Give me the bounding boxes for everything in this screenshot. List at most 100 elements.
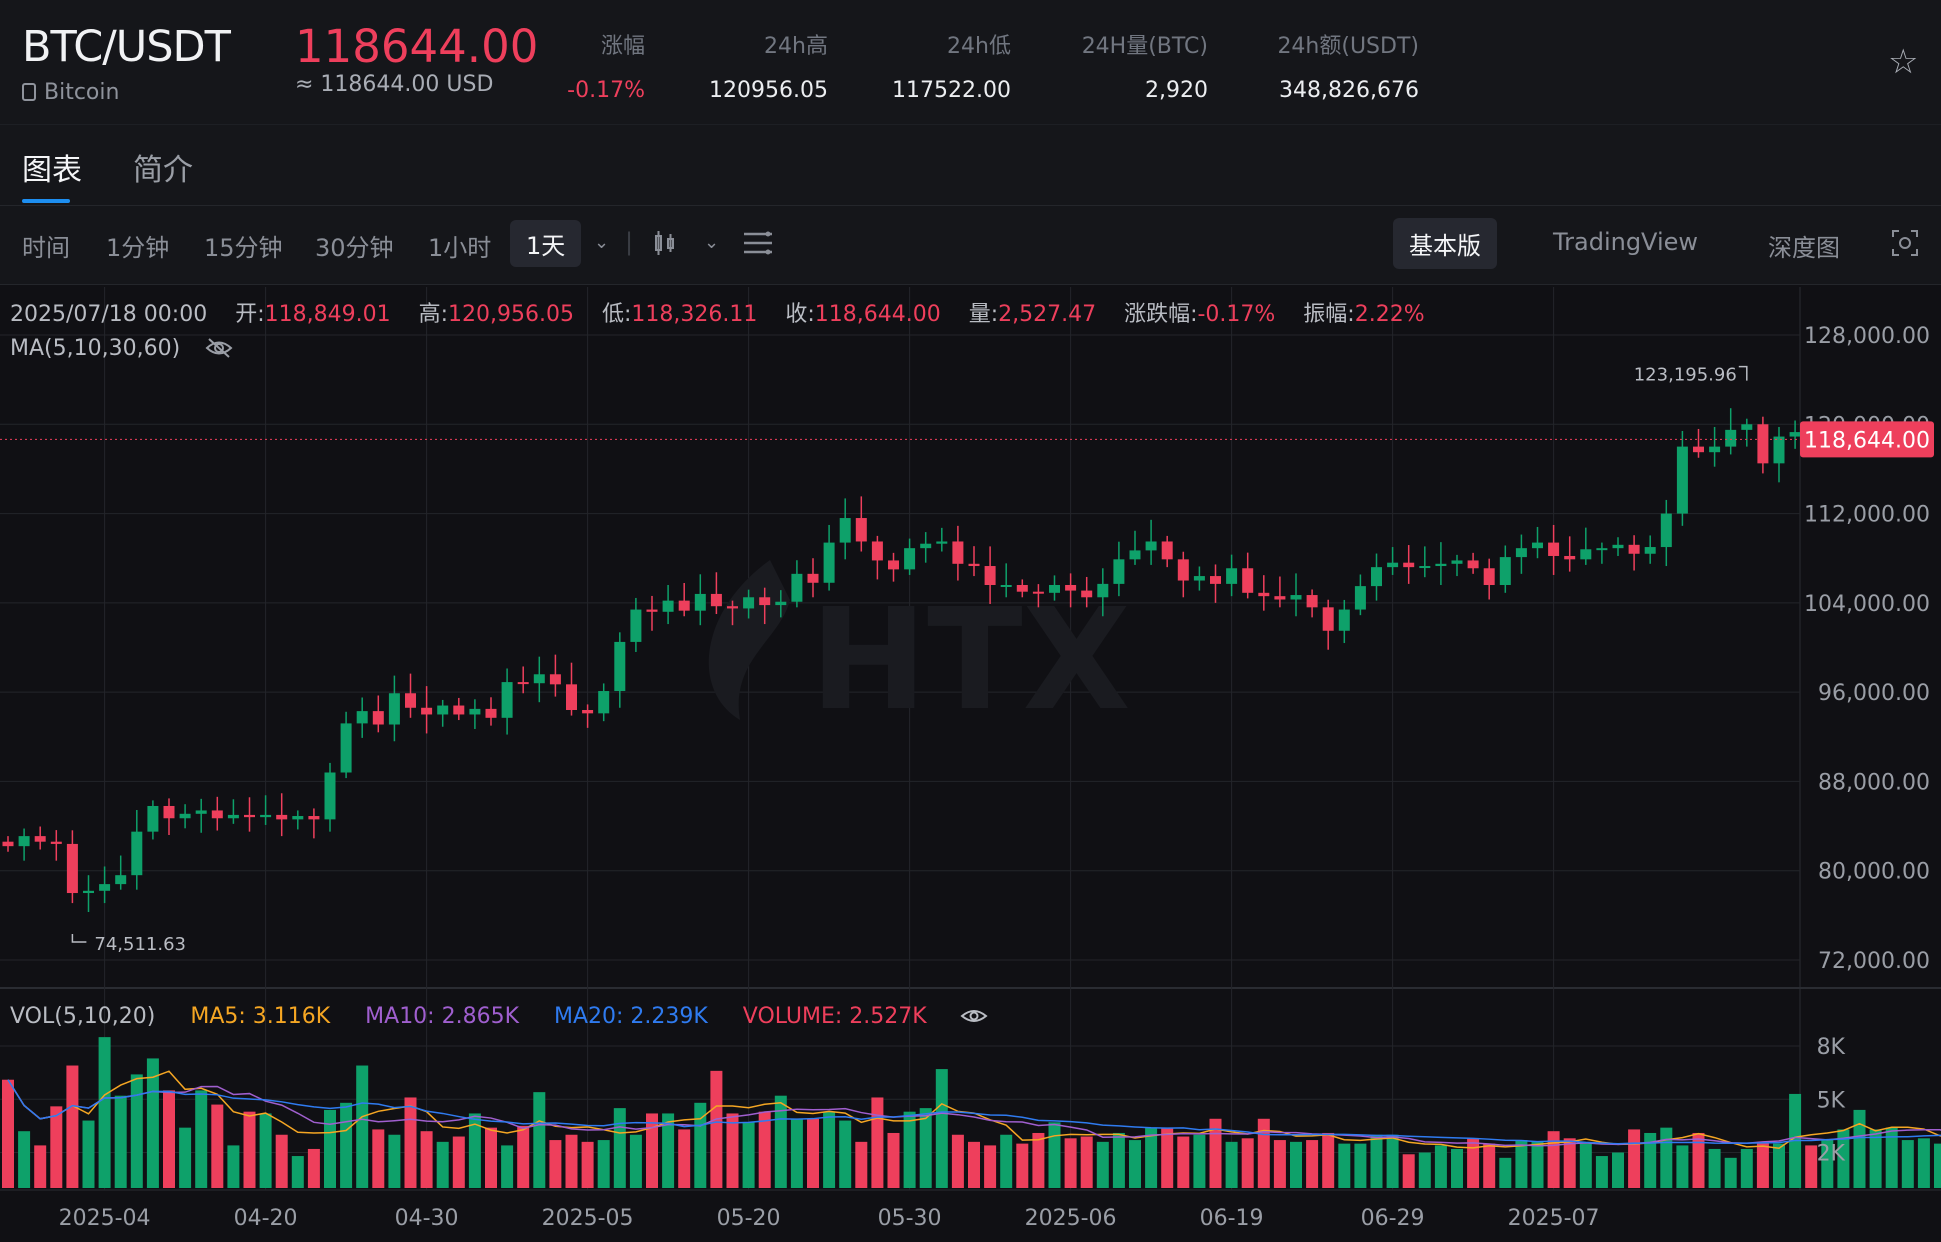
volume-bar — [1563, 1138, 1576, 1188]
tab-intro[interactable]: 简介 — [133, 153, 193, 188]
indicators-icon[interactable] — [742, 228, 774, 264]
volume-value: 2,527.47 — [998, 302, 1097, 327]
candle-body — [549, 674, 561, 685]
price-axis-label: 96,000.00 — [1818, 681, 1930, 706]
candle-body — [1451, 560, 1463, 564]
stat-value: 120956.05 — [709, 78, 828, 103]
interval-30m[interactable]: 30分钟 — [315, 234, 394, 262]
volume-bar — [1402, 1154, 1415, 1188]
volume-bar — [887, 1132, 900, 1188]
volume-axis-label: 5K — [1817, 1088, 1846, 1113]
candle-body — [517, 682, 529, 685]
candle-body — [743, 597, 755, 609]
candle-body — [1693, 446, 1704, 453]
volume-bar — [1273, 1140, 1286, 1188]
candle-body — [147, 805, 159, 832]
candle-body — [18, 836, 30, 847]
candle-body — [1161, 541, 1173, 560]
candle-body — [984, 566, 996, 585]
version-basic[interactable]: 基本版 — [1393, 218, 1497, 269]
volume-bar — [790, 1118, 803, 1188]
volume-bar — [1934, 1143, 1941, 1188]
volume-bar — [340, 1102, 353, 1188]
candle-body — [1403, 562, 1415, 568]
volume-bar — [903, 1111, 916, 1188]
ticker-header: BTC/USDT Bitcoin 118644.00 ≈ 118644.00 U… — [0, 0, 1941, 124]
volume-bar — [452, 1136, 465, 1188]
volume-bar — [646, 1113, 658, 1188]
volume-bar — [951, 1134, 964, 1188]
version-tradingview[interactable]: TradingView — [1553, 228, 1699, 256]
chevron-down-icon[interactable]: ⌄ — [704, 232, 720, 253]
date-axis-label: 05-30 — [878, 1206, 942, 1231]
candle-body — [1129, 550, 1141, 560]
candle-body — [1274, 596, 1286, 600]
date-axis-label: 2025-07 — [1508, 1206, 1600, 1231]
candle-body — [855, 518, 867, 542]
volume-bar — [968, 1141, 980, 1188]
volume-bar — [613, 1108, 626, 1188]
volume-bar — [372, 1129, 385, 1188]
volume-bar — [388, 1134, 401, 1188]
candle-body — [936, 541, 948, 544]
candle-body — [566, 684, 577, 710]
interval-1m[interactable]: 1分钟 — [106, 234, 170, 262]
date-axis-label: 04-20 — [234, 1206, 298, 1231]
screenshot-icon[interactable] — [1890, 228, 1920, 264]
interval-15m[interactable]: 15分钟 — [204, 234, 283, 262]
volume-bar — [807, 1118, 819, 1188]
interval-1h[interactable]: 1小时 — [428, 234, 492, 262]
price-chart[interactable]: HTX 128,000.00120,000.00112,000.00104,00… — [0, 285, 1941, 1242]
volume-bar — [1756, 1141, 1769, 1188]
chevron-down-icon[interactable]: ⌄ — [594, 232, 610, 253]
volume-bar — [1306, 1140, 1319, 1188]
candle-body — [356, 711, 368, 724]
price-axis-label: 104,000.00 — [1804, 592, 1930, 617]
candle-body — [807, 573, 819, 583]
eye-icon[interactable] — [960, 1006, 988, 1032]
candle-body — [340, 723, 352, 773]
volume-bar — [291, 1156, 304, 1188]
version-depth[interactable]: 深度图 — [1768, 234, 1840, 262]
volume-bar — [1644, 1132, 1657, 1188]
candle-body — [1065, 585, 1077, 591]
candle-body — [1515, 548, 1527, 558]
candle-body — [131, 831, 143, 876]
stat-3: 24H量(BTC) 2,920 — [988, 28, 1208, 103]
interval-time[interactable]: 时间 — [22, 234, 70, 262]
open-value: 118,849.01 — [264, 302, 391, 327]
candle-body — [1387, 562, 1399, 568]
interval-1d[interactable]: 1天 — [510, 220, 582, 267]
tab-chart[interactable]: 图表 — [22, 153, 82, 188]
candle-body — [1483, 568, 1495, 585]
volume-bar — [1241, 1138, 1254, 1188]
candle-body — [662, 600, 674, 612]
candle-body — [1226, 568, 1238, 584]
star-icon[interactable]: ☆ — [1888, 42, 1919, 82]
candle-body — [1467, 560, 1479, 569]
price-axis-label: 128,000.00 — [1804, 324, 1930, 349]
eye-off-icon[interactable] — [205, 337, 233, 365]
volume-bar — [742, 1122, 755, 1188]
candle-body — [388, 693, 400, 725]
candle-body — [1628, 544, 1640, 554]
candle-body — [791, 573, 803, 602]
stat-value: 2,920 — [1145, 78, 1208, 103]
candle-body — [83, 890, 94, 894]
volume-bar — [1579, 1143, 1592, 1188]
candle-type-icon[interactable] — [650, 228, 680, 264]
change-value: -0.17% — [1197, 302, 1276, 327]
volume-axis-label: 2K — [1817, 1142, 1846, 1167]
coin-name: Bitcoin — [22, 80, 119, 105]
volume-bar — [114, 1095, 127, 1188]
candle-body — [1242, 568, 1254, 593]
volume-bar — [1129, 1140, 1141, 1188]
stat-1: 24h高 120956.05 — [608, 28, 828, 103]
candle-body — [163, 805, 175, 819]
candle-body — [1145, 541, 1157, 551]
candle-date: 2025/07/18 00:00 — [10, 302, 208, 327]
stat-label: 24h高 — [764, 34, 828, 59]
pair-title: BTC/USDT — [22, 22, 231, 72]
candle-body — [710, 593, 722, 607]
candle-body — [1322, 607, 1334, 631]
